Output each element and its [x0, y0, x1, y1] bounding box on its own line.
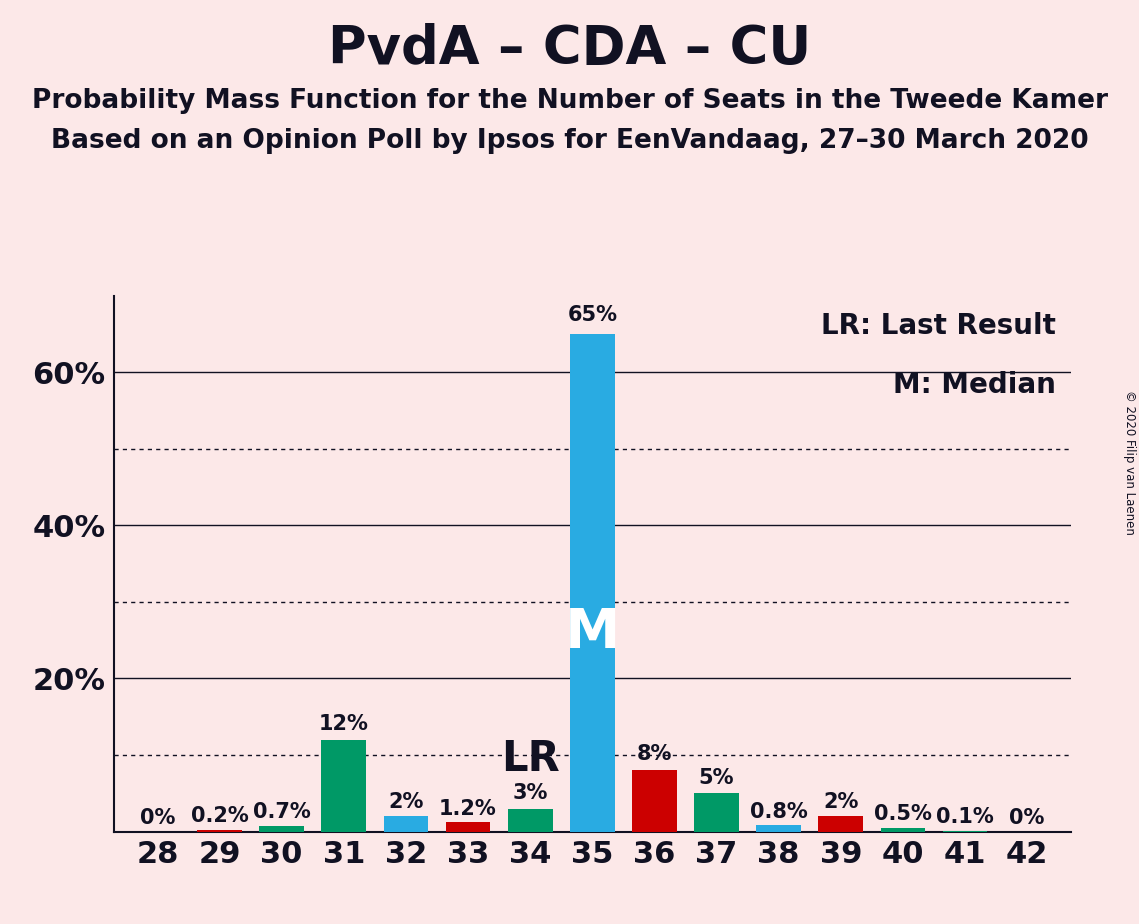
Text: PvdA – CDA – CU: PvdA – CDA – CU: [328, 23, 811, 75]
Bar: [632, 771, 677, 832]
Text: 0%: 0%: [140, 808, 175, 828]
Text: LR: Last Result: LR: Last Result: [821, 311, 1056, 340]
Text: 0.1%: 0.1%: [936, 807, 994, 827]
Text: Probability Mass Function for the Number of Seats in the Tweede Kamer: Probability Mass Function for the Number…: [32, 88, 1107, 114]
Bar: [508, 808, 552, 832]
Text: 0.8%: 0.8%: [749, 802, 808, 821]
Text: 3%: 3%: [513, 784, 548, 803]
Text: 2%: 2%: [388, 793, 424, 812]
Text: 0.5%: 0.5%: [874, 804, 932, 824]
Bar: [570, 334, 615, 832]
Bar: [880, 828, 925, 832]
Text: 0.2%: 0.2%: [190, 807, 248, 826]
Text: M: M: [565, 605, 620, 660]
Text: 1.2%: 1.2%: [440, 798, 497, 819]
Bar: [197, 830, 241, 832]
Bar: [756, 825, 801, 832]
Bar: [694, 794, 739, 832]
Bar: [321, 740, 366, 832]
Text: 0.7%: 0.7%: [253, 802, 311, 822]
Text: 2%: 2%: [823, 793, 859, 812]
Bar: [260, 826, 304, 832]
Text: M: Median: M: Median: [893, 371, 1056, 399]
Text: Based on an Opinion Poll by Ipsos for EenVandaag, 27–30 March 2020: Based on an Opinion Poll by Ipsos for Ee…: [51, 128, 1088, 153]
Text: 5%: 5%: [699, 768, 735, 788]
Text: 65%: 65%: [567, 305, 617, 324]
Bar: [384, 816, 428, 832]
Bar: [819, 816, 863, 832]
Text: 0%: 0%: [1009, 808, 1044, 828]
Bar: [445, 822, 491, 832]
Text: 8%: 8%: [637, 744, 672, 764]
Text: LR: LR: [501, 738, 559, 780]
Text: 12%: 12%: [319, 713, 369, 734]
Text: © 2020 Filip van Laenen: © 2020 Filip van Laenen: [1123, 390, 1137, 534]
